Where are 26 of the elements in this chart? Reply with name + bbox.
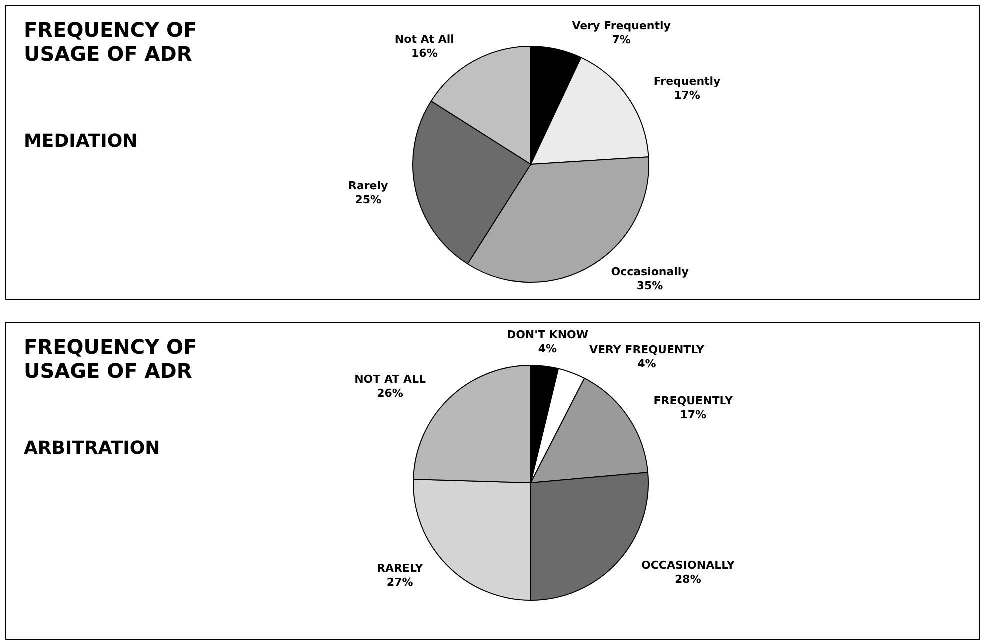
data-label: 26%: [377, 387, 404, 400]
slice-label: Not At All: [394, 32, 454, 46]
slice-label: Occasionally: [611, 266, 689, 279]
data-label: 27%: [386, 576, 414, 589]
data-label: 25%: [355, 194, 382, 207]
text: ARBITRATION: [24, 438, 160, 459]
text: FREQUENCY OF USAGE OF ADR: [24, 18, 198, 66]
slice-label: Frequently: [654, 75, 721, 88]
text: MEDIATION: [24, 131, 138, 152]
slice-label: OCCASIONALLY: [642, 558, 736, 572]
slice-label: Very Frequently: [572, 20, 671, 33]
slice-label: FREQUENTLY: [654, 394, 734, 408]
slice-label: RARELY: [376, 562, 424, 575]
text: FREQUENCY OF USAGE OF ADR: [24, 335, 198, 383]
data-label: 4%: [538, 342, 558, 356]
slice-label: NOT AT ALL: [354, 373, 426, 386]
slice-label: VERY FREQUENTLY: [589, 344, 706, 357]
data-label: 7%: [612, 34, 631, 47]
data-label: 35%: [636, 280, 664, 293]
data-label: 16%: [412, 46, 438, 60]
slice-label: DON'T KNOW: [506, 328, 589, 342]
data-label: 4%: [638, 358, 656, 371]
data-label: 17%: [680, 408, 707, 422]
slice-label: Rarely: [348, 180, 388, 193]
data-label: 28%: [675, 572, 702, 586]
data-label: 17%: [674, 89, 700, 102]
